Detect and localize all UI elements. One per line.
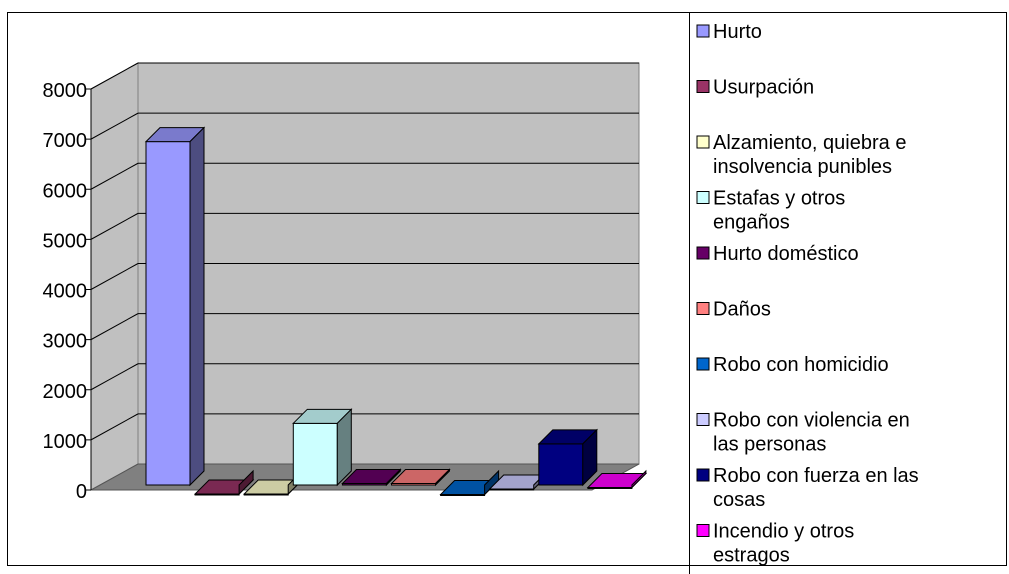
y-tick-label: 0 bbox=[76, 481, 87, 503]
bar-side bbox=[631, 469, 647, 489]
legend: Hurto Usurpación Alzamiento, quiebra e inso… bbox=[696, 21, 919, 567]
legend-swatch bbox=[696, 524, 710, 537]
legend-label: Usurpación bbox=[713, 77, 814, 99]
bar-side bbox=[385, 468, 401, 487]
bar-side bbox=[336, 408, 352, 487]
y-tick-label: 8000 bbox=[43, 80, 88, 102]
legend-swatch bbox=[696, 357, 710, 371]
bar-front bbox=[292, 422, 338, 486]
gridline-side bbox=[90, 413, 139, 441]
y-tick-label: 7000 bbox=[43, 130, 88, 152]
y-tick-label: 3000 bbox=[43, 331, 88, 353]
y-tick-label: 2000 bbox=[43, 381, 88, 403]
gridline-side bbox=[90, 62, 139, 90]
legend-label: Alzamiento, quiebra e insolvencia punible… bbox=[713, 132, 906, 178]
legend-item: Hurto bbox=[696, 21, 762, 43]
bar-side bbox=[189, 126, 205, 487]
bar bbox=[390, 468, 451, 487]
bar-side bbox=[435, 468, 450, 487]
legend-item: Usurpación bbox=[696, 77, 814, 99]
legend-swatch bbox=[696, 80, 710, 93]
legend-label: Robo con homicidio bbox=[713, 354, 889, 376]
legend-item: Robo con fuerza en las cosas bbox=[696, 465, 919, 511]
gridline-side bbox=[90, 112, 139, 140]
gridline-side bbox=[90, 162, 139, 190]
bar bbox=[193, 469, 255, 496]
bar bbox=[144, 126, 206, 487]
y-tick-label: 5000 bbox=[43, 230, 88, 252]
gridline-side bbox=[90, 263, 139, 290]
legend-item: Daños bbox=[696, 299, 771, 321]
bar-side bbox=[238, 469, 254, 496]
y-tick-label: 1000 bbox=[43, 431, 88, 453]
legend-label: Daños bbox=[713, 299, 771, 321]
y-axis: 0 1000 2000 3000 4000 5000 6000 7000 8000 bbox=[43, 80, 92, 503]
bar bbox=[586, 469, 648, 489]
legend-swatch bbox=[696, 468, 710, 482]
legend-label: Robo con violencia en las personas bbox=[713, 410, 910, 456]
legend-item: Incendio y otros estragos bbox=[696, 521, 854, 567]
legend-swatch bbox=[696, 135, 710, 149]
bar-front bbox=[145, 141, 191, 486]
gridlines bbox=[90, 62, 639, 441]
legend-label: Hurto doméstico bbox=[713, 243, 859, 265]
legend-swatch bbox=[696, 413, 710, 426]
legend-label: Hurto bbox=[713, 21, 762, 43]
legend-swatch bbox=[696, 24, 710, 38]
bar bbox=[537, 428, 599, 487]
bar bbox=[292, 408, 353, 487]
legend-item: Alzamiento, quiebra e insolvencia punible… bbox=[696, 132, 906, 178]
bar bbox=[341, 468, 402, 487]
y-tick-label: 6000 bbox=[43, 180, 88, 202]
legend-item: Estafas y otros engaños bbox=[696, 188, 845, 234]
gridline-side bbox=[90, 313, 139, 341]
legend-label: Estafas y otros engaños bbox=[713, 188, 845, 234]
bar-side bbox=[582, 428, 598, 487]
bars bbox=[144, 126, 648, 496]
legend-item: Robo con homicidio bbox=[696, 354, 889, 376]
gridline-side bbox=[90, 212, 139, 240]
legend-label: Incendio y otros estragos bbox=[713, 521, 854, 567]
legend-item: Robo con violencia en las personas bbox=[696, 410, 910, 456]
bar-front bbox=[538, 443, 584, 486]
legend-item: Hurto doméstico bbox=[696, 243, 859, 265]
gridline-side bbox=[90, 363, 139, 391]
y-tick-label: 4000 bbox=[43, 281, 88, 303]
legend-swatch bbox=[696, 302, 710, 315]
legend-swatch bbox=[696, 246, 710, 260]
chart-border bbox=[7, 12, 1007, 566]
legend-label: Robo con fuerza en las cosas bbox=[713, 465, 919, 511]
legend-swatch bbox=[696, 191, 710, 204]
